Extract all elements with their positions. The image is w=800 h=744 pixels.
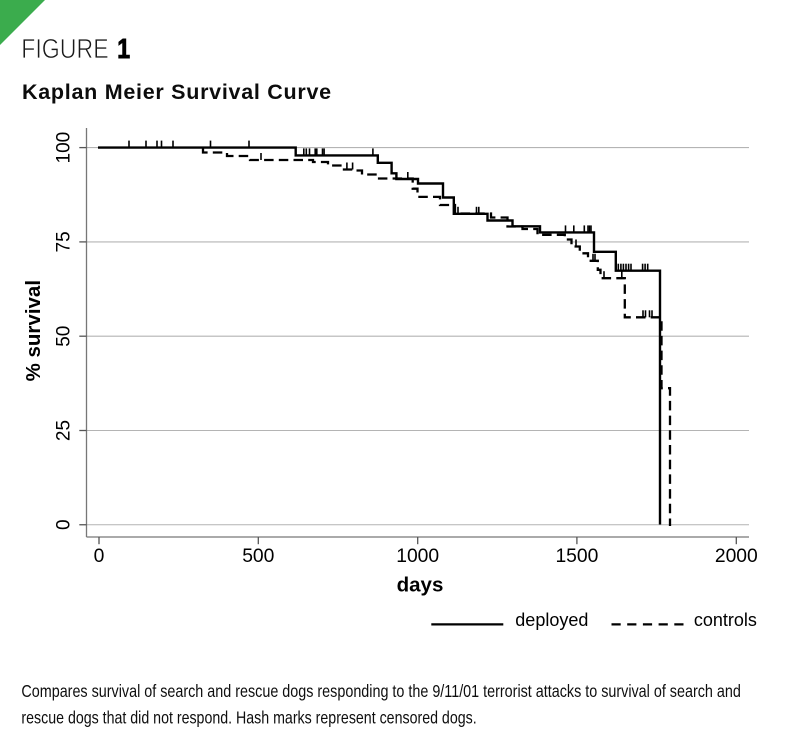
svg-text:% survival: % survival — [22, 280, 45, 381]
svg-text:Compares survival of search an: Compares survival of search and rescue d… — [21, 682, 740, 702]
svg-text:1000: 1000 — [396, 546, 439, 567]
svg-text:75: 75 — [53, 231, 74, 252]
svg-text:days: days — [397, 573, 444, 596]
svg-text:controls: controls — [694, 610, 757, 630]
svg-text:500: 500 — [242, 546, 274, 567]
svg-text:rescue dogs that did not respo: rescue dogs that did not respond. Hash m… — [21, 708, 476, 728]
svg-text:Kaplan Meier Survival Curve: Kaplan Meier Survival Curve — [22, 80, 332, 104]
svg-text:100: 100 — [53, 132, 74, 164]
svg-text:50: 50 — [53, 326, 74, 347]
svg-text:0: 0 — [94, 546, 105, 567]
svg-text:2000: 2000 — [715, 546, 758, 567]
svg-text:FIGURE 1: FIGURE 1 — [21, 34, 130, 64]
svg-text:25: 25 — [53, 420, 74, 441]
svg-text:deployed: deployed — [515, 610, 588, 630]
svg-text:0: 0 — [53, 519, 74, 530]
svg-text:1500: 1500 — [555, 546, 598, 567]
